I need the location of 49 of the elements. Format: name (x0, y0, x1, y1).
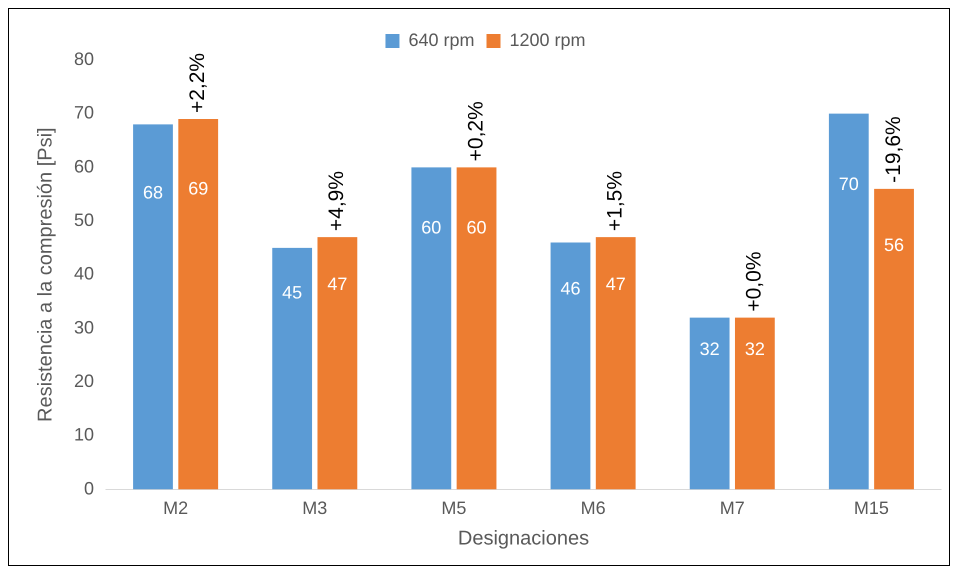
y-tick-label: 10 (74, 424, 94, 445)
bar (133, 124, 173, 490)
data-label: 46 (560, 278, 580, 298)
bar (272, 248, 312, 490)
bar (411, 167, 452, 490)
x-tick-label: M15 (854, 498, 889, 518)
data-label: 69 (188, 178, 208, 198)
data-label: 70 (838, 174, 859, 194)
y-axis-title: Resistencia a la compresión [Psi] (34, 127, 57, 422)
annotation: +4,9% (325, 170, 348, 232)
y-tick-label: 70 (74, 102, 94, 123)
y-tick-label: 30 (74, 317, 94, 338)
data-label: 45 (282, 282, 302, 303)
bar (317, 237, 358, 490)
x-tick-label: M7 (720, 498, 745, 518)
y-tick-label: 80 (74, 48, 94, 69)
bar (734, 318, 775, 490)
data-label: 56 (884, 234, 904, 255)
y-tick-label: 40 (74, 264, 94, 284)
data-label: 32 (744, 339, 765, 360)
x-tick-label: M2 (163, 498, 188, 518)
bar (550, 242, 590, 490)
annotation: +0,2% (464, 101, 488, 162)
y-tick-label: 0 (84, 478, 94, 498)
bar (828, 114, 869, 490)
data-label: 47 (327, 274, 348, 294)
x-tick-label: M6 (580, 498, 606, 518)
legend-label: 1200 rpm (509, 30, 586, 50)
data-label: 47 (606, 274, 626, 294)
annotation: +0,0% (742, 252, 766, 312)
data-label: 32 (700, 339, 720, 360)
bar (178, 119, 218, 490)
data-label: 60 (466, 218, 487, 238)
legend-label: 640 rpm (408, 30, 475, 50)
bar (596, 237, 636, 490)
bar (874, 188, 914, 490)
x-axis-title: Designaciones (458, 528, 590, 550)
y-tick-label: 50 (74, 210, 94, 230)
bar (690, 318, 730, 490)
annotation: +1,5% (604, 170, 627, 232)
bar (456, 167, 496, 490)
y-tick-label: 60 (74, 156, 94, 176)
annotation: +2,2% (186, 52, 210, 114)
data-label: 60 (421, 218, 442, 238)
annotation: -19,6% (882, 116, 905, 183)
x-tick-label: M3 (302, 498, 328, 518)
y-tick-label: 20 (74, 371, 94, 392)
x-tick-label: M5 (441, 498, 466, 518)
data-label: 68 (142, 182, 164, 203)
